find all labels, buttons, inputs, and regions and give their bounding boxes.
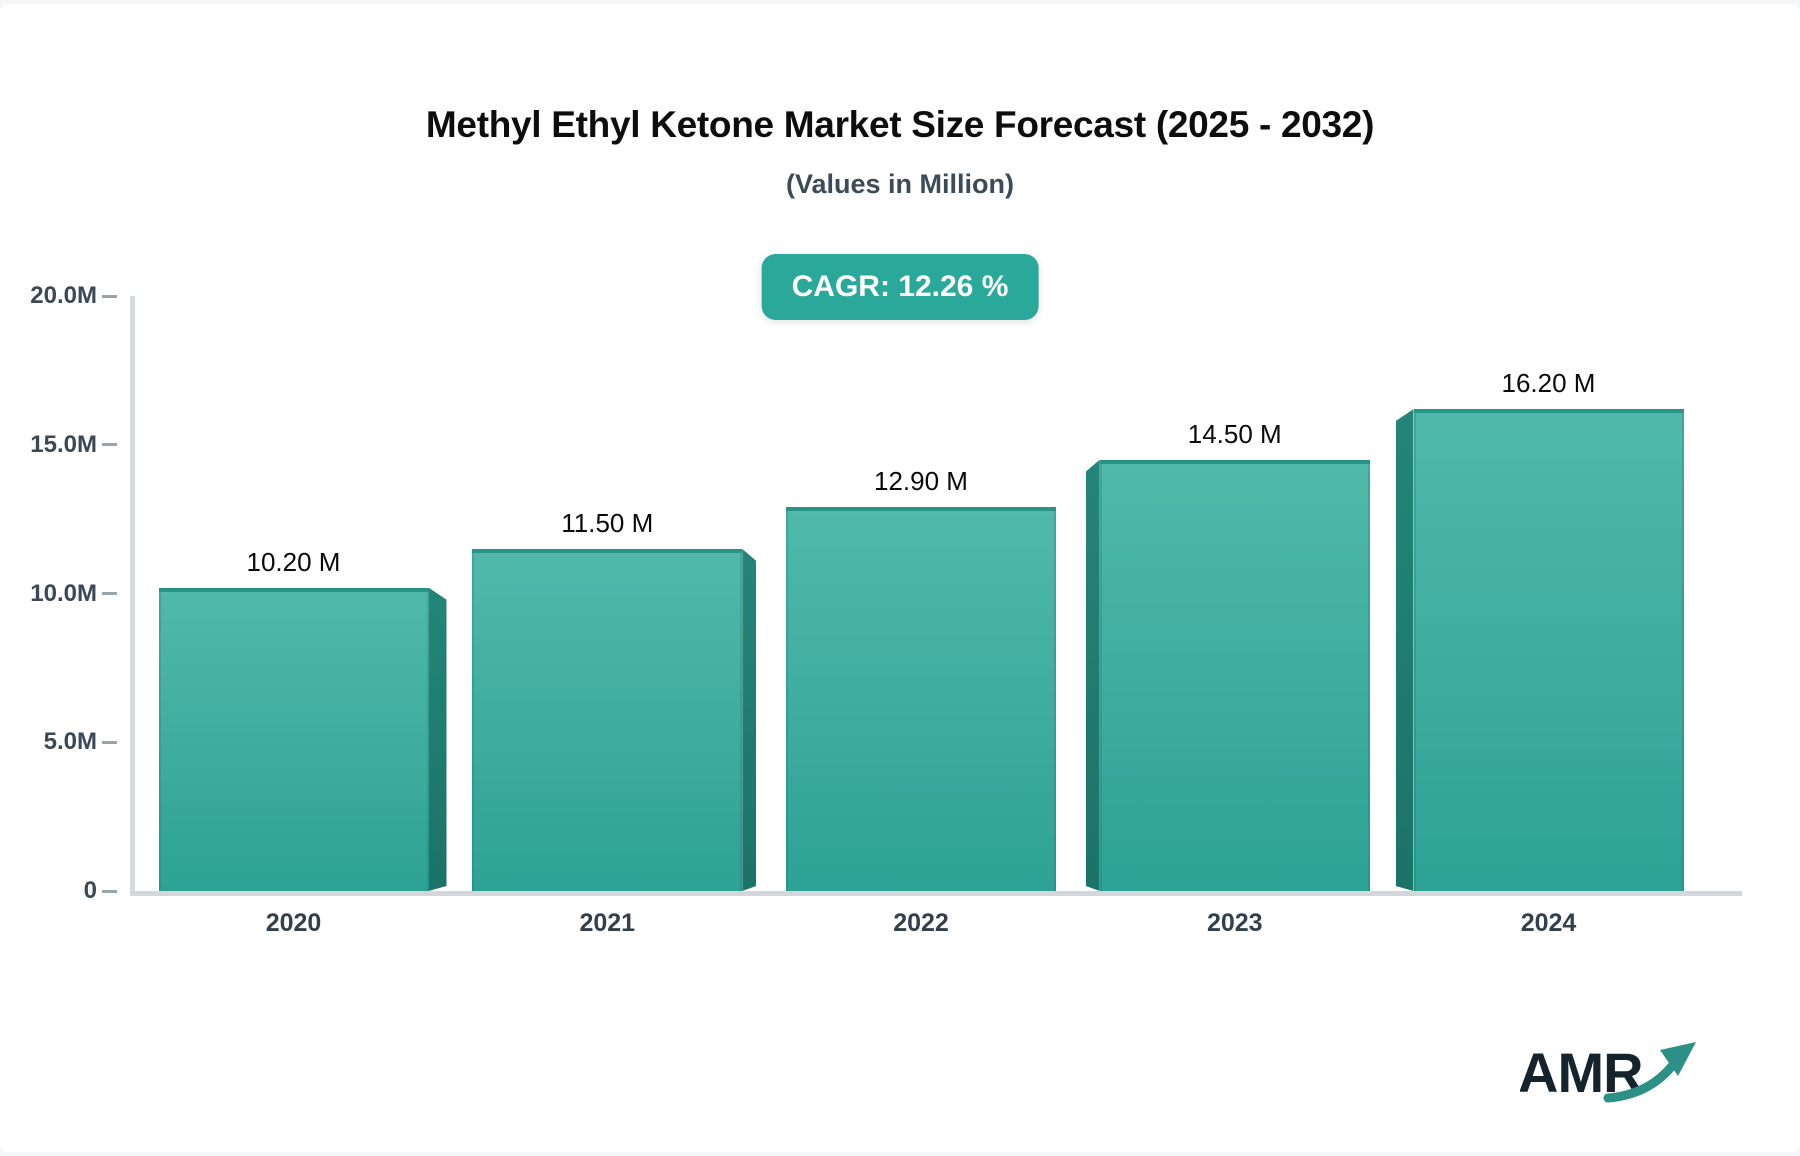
bar-2021 [472, 548, 743, 891]
bar-side-panel [742, 549, 756, 891]
bar-2024 [1413, 409, 1684, 891]
y-tick-mark [102, 740, 117, 744]
bar-value-label: 11.50 M [561, 507, 654, 538]
y-tick-label: 10.0M [30, 579, 97, 607]
bar-value-label: 16.20 M [1501, 368, 1596, 399]
y-axis-labels: 20.0M 15.0M 10.0M 5.0M 0 [0, 282, 97, 904]
x-tick-label-2020: 2020 [265, 909, 322, 937]
y-tick-label: 20.0M [30, 282, 97, 309]
bar-value-label: 14.50 M [1187, 418, 1282, 449]
bar-value-label: 10.20 M [246, 546, 341, 577]
x-tick-label-2022: 2022 [893, 909, 949, 937]
bar-side-panel [1396, 409, 1414, 891]
y-axis-line [130, 296, 135, 896]
x-tick-label-2023: 2023 [1206, 909, 1263, 937]
y-tick-mark [102, 889, 117, 893]
bar-2023 [1099, 459, 1370, 891]
bar-side-panel [429, 588, 447, 891]
bar-value-label: 12.90 M [874, 466, 968, 497]
bar-2022 [786, 507, 1056, 891]
x-tick-label-2021: 2021 [579, 909, 636, 937]
amr-logo: AMR [1518, 1036, 1700, 1108]
chart-card: Methyl Ethyl Ketone Market Size Forecast… [0, 4, 1800, 1152]
y-tick-label: 5.0M [43, 728, 97, 756]
plot-area: 10.20 M 2020 11.50 M 2021 12.90 M 2022 14.50 M… [102, 294, 1742, 937]
bar-side-panel [1086, 460, 1100, 891]
x-tick-label-2024: 2024 [1520, 909, 1577, 937]
chart-title: Methyl Ethyl Ketone Market Size Forecast… [425, 104, 1375, 145]
x-axis-line [130, 891, 1742, 896]
arrow-head-icon [1660, 1042, 1696, 1076]
y-tick-mark [102, 592, 117, 595]
bar-2020 [158, 587, 429, 891]
y-tick-label: 0 [83, 877, 97, 904]
y-tick-mark [102, 294, 117, 298]
chart-subtitle: (Values in Million) [785, 169, 1015, 199]
y-tick-label: 15.0M [30, 430, 97, 458]
amr-logo-graphic: AMR [1518, 1041, 1696, 1104]
cagr-badge: CAGR: 12.26 % [761, 254, 1039, 320]
y-tick-mark [102, 443, 117, 447]
